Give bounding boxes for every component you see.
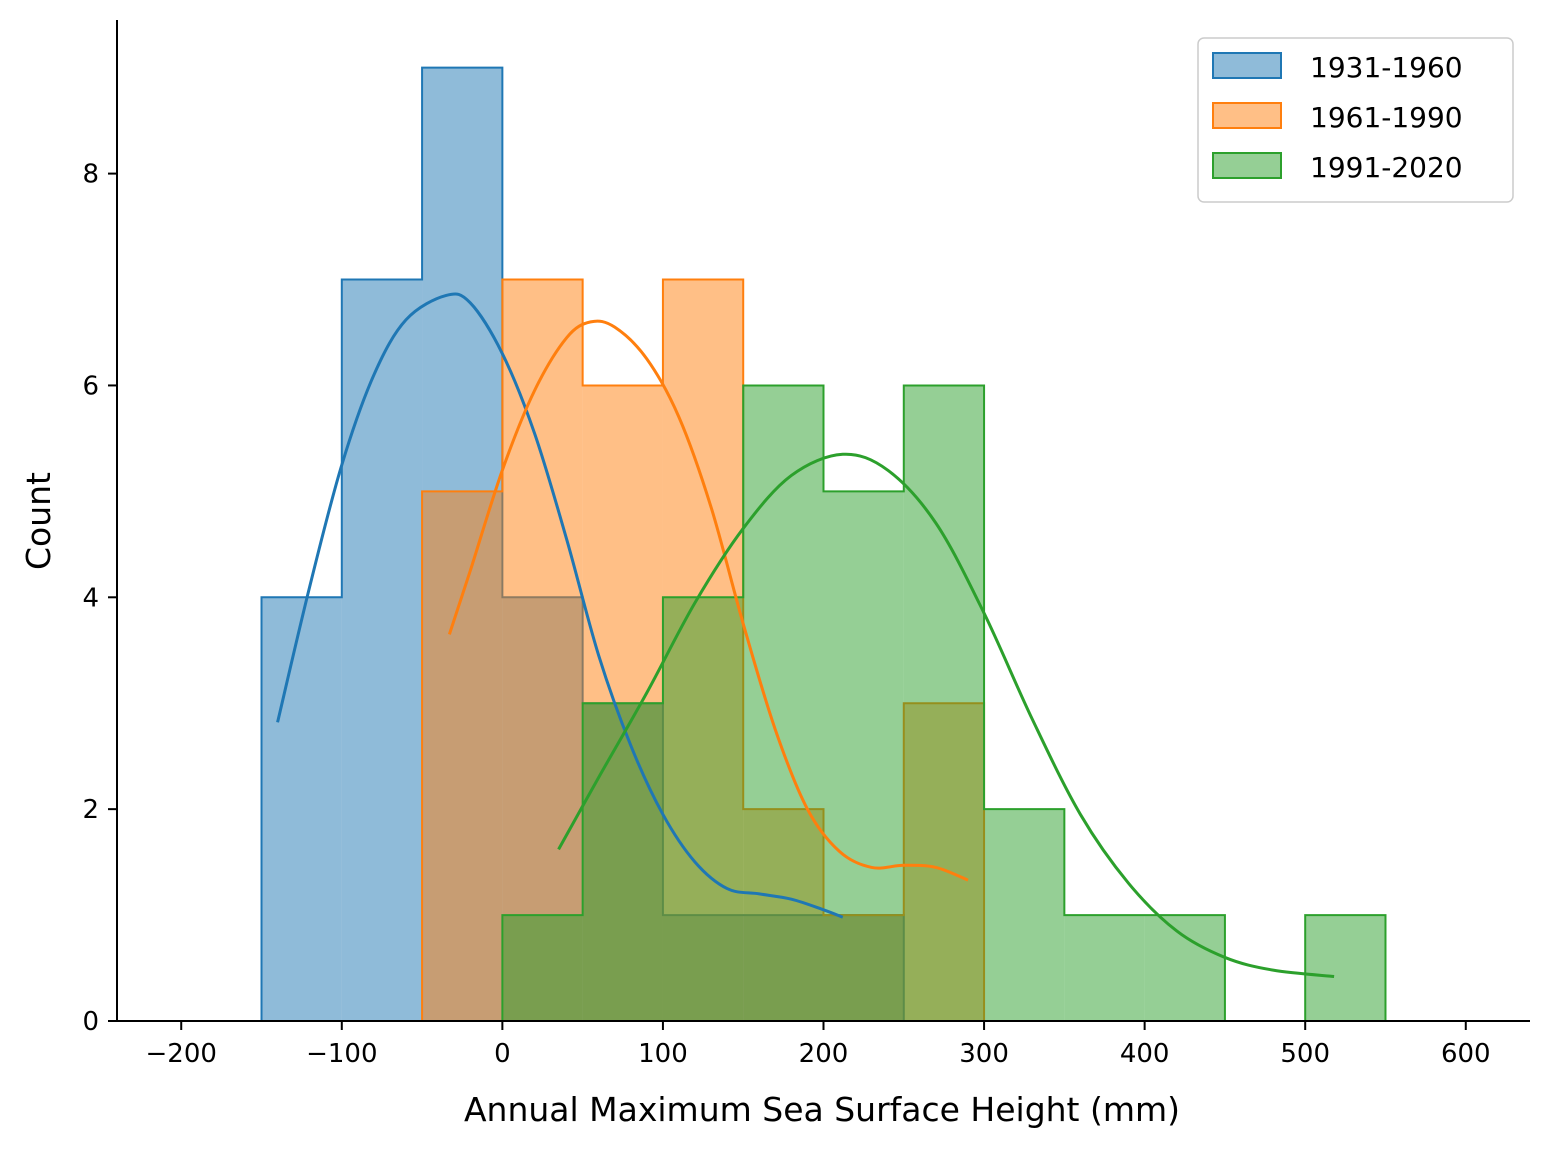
bar-1991-2020-350 [1064, 915, 1145, 1021]
legend-entries: 1931-1960 1961-1990 1991-2020 [1212, 51, 1463, 184]
bar-outline-1991-2020 [501, 384, 1387, 1021]
bar-1991-2020-400 [1144, 915, 1225, 1021]
bar-1991-2020-150 [743, 385, 824, 1021]
bar-1991-2020-100 [662, 597, 744, 1021]
bar-1991-2020-300 [984, 809, 1065, 1021]
x-tick-label: 200 [799, 1039, 849, 1069]
legend-swatch-1991-2020 [1212, 152, 1282, 179]
x-tick-label: 600 [1441, 1039, 1491, 1069]
y-tick-label: 0 [82, 1007, 99, 1037]
bar-1931-1960--100 [341, 279, 423, 1021]
bar-1961-1990--50 [422, 491, 503, 1021]
bar-1991-2020-500 [1305, 915, 1386, 1021]
kde-curve-1931-1960 [276, 292, 844, 919]
x-tick-label: −100 [306, 1039, 377, 1069]
x-tick-label: 500 [1280, 1039, 1330, 1069]
bar-1991-2020-0 [502, 915, 583, 1021]
legend-label-1961-1990: 1961-1990 [1310, 101, 1463, 134]
legend-swatch-1931-1960 [1212, 52, 1282, 79]
kde-curve-1991-2020 [557, 452, 1335, 979]
bars-layer [260, 66, 1387, 1021]
bar-1991-2020-50 [582, 703, 663, 1021]
bar-1961-1990-0 [502, 279, 583, 1021]
y-axis-label: Count [19, 472, 58, 570]
x-tick-label: 400 [1120, 1039, 1170, 1069]
y-tick-label: 4 [82, 583, 99, 613]
y-tick-label: 8 [82, 160, 99, 190]
bar-1991-2020-200 [823, 491, 904, 1021]
legend: 1931-1960 1961-1990 1991-2020 [1197, 37, 1514, 203]
legend-label-1931-1960: 1931-1960 [1310, 51, 1463, 84]
x-tick-label: −200 [146, 1039, 217, 1069]
x-tick-label: 100 [638, 1039, 688, 1069]
legend-swatch-1961-1990 [1212, 102, 1282, 129]
kde-layer [276, 292, 1335, 979]
kde-curve-1961-1990 [447, 319, 969, 882]
legend-label-1991-2020: 1991-2020 [1310, 151, 1463, 184]
series-1991-2020 [501, 384, 1387, 1021]
axes-layer: −200 −100 0 100 200 300 400 500 600 0 2 4 6 8 [82, 20, 1530, 1069]
y-tick-label: 6 [82, 371, 99, 401]
bar-1931-1960--150 [261, 597, 342, 1021]
x-tick-label: 300 [959, 1039, 1009, 1069]
bar-1991-2020-250 [903, 385, 985, 1021]
y-tick-label: 2 [82, 795, 99, 825]
x-axis-label: Annual Maximum Sea Surface Height (mm) [464, 1090, 1180, 1129]
x-tick-label: 0 [494, 1039, 511, 1069]
